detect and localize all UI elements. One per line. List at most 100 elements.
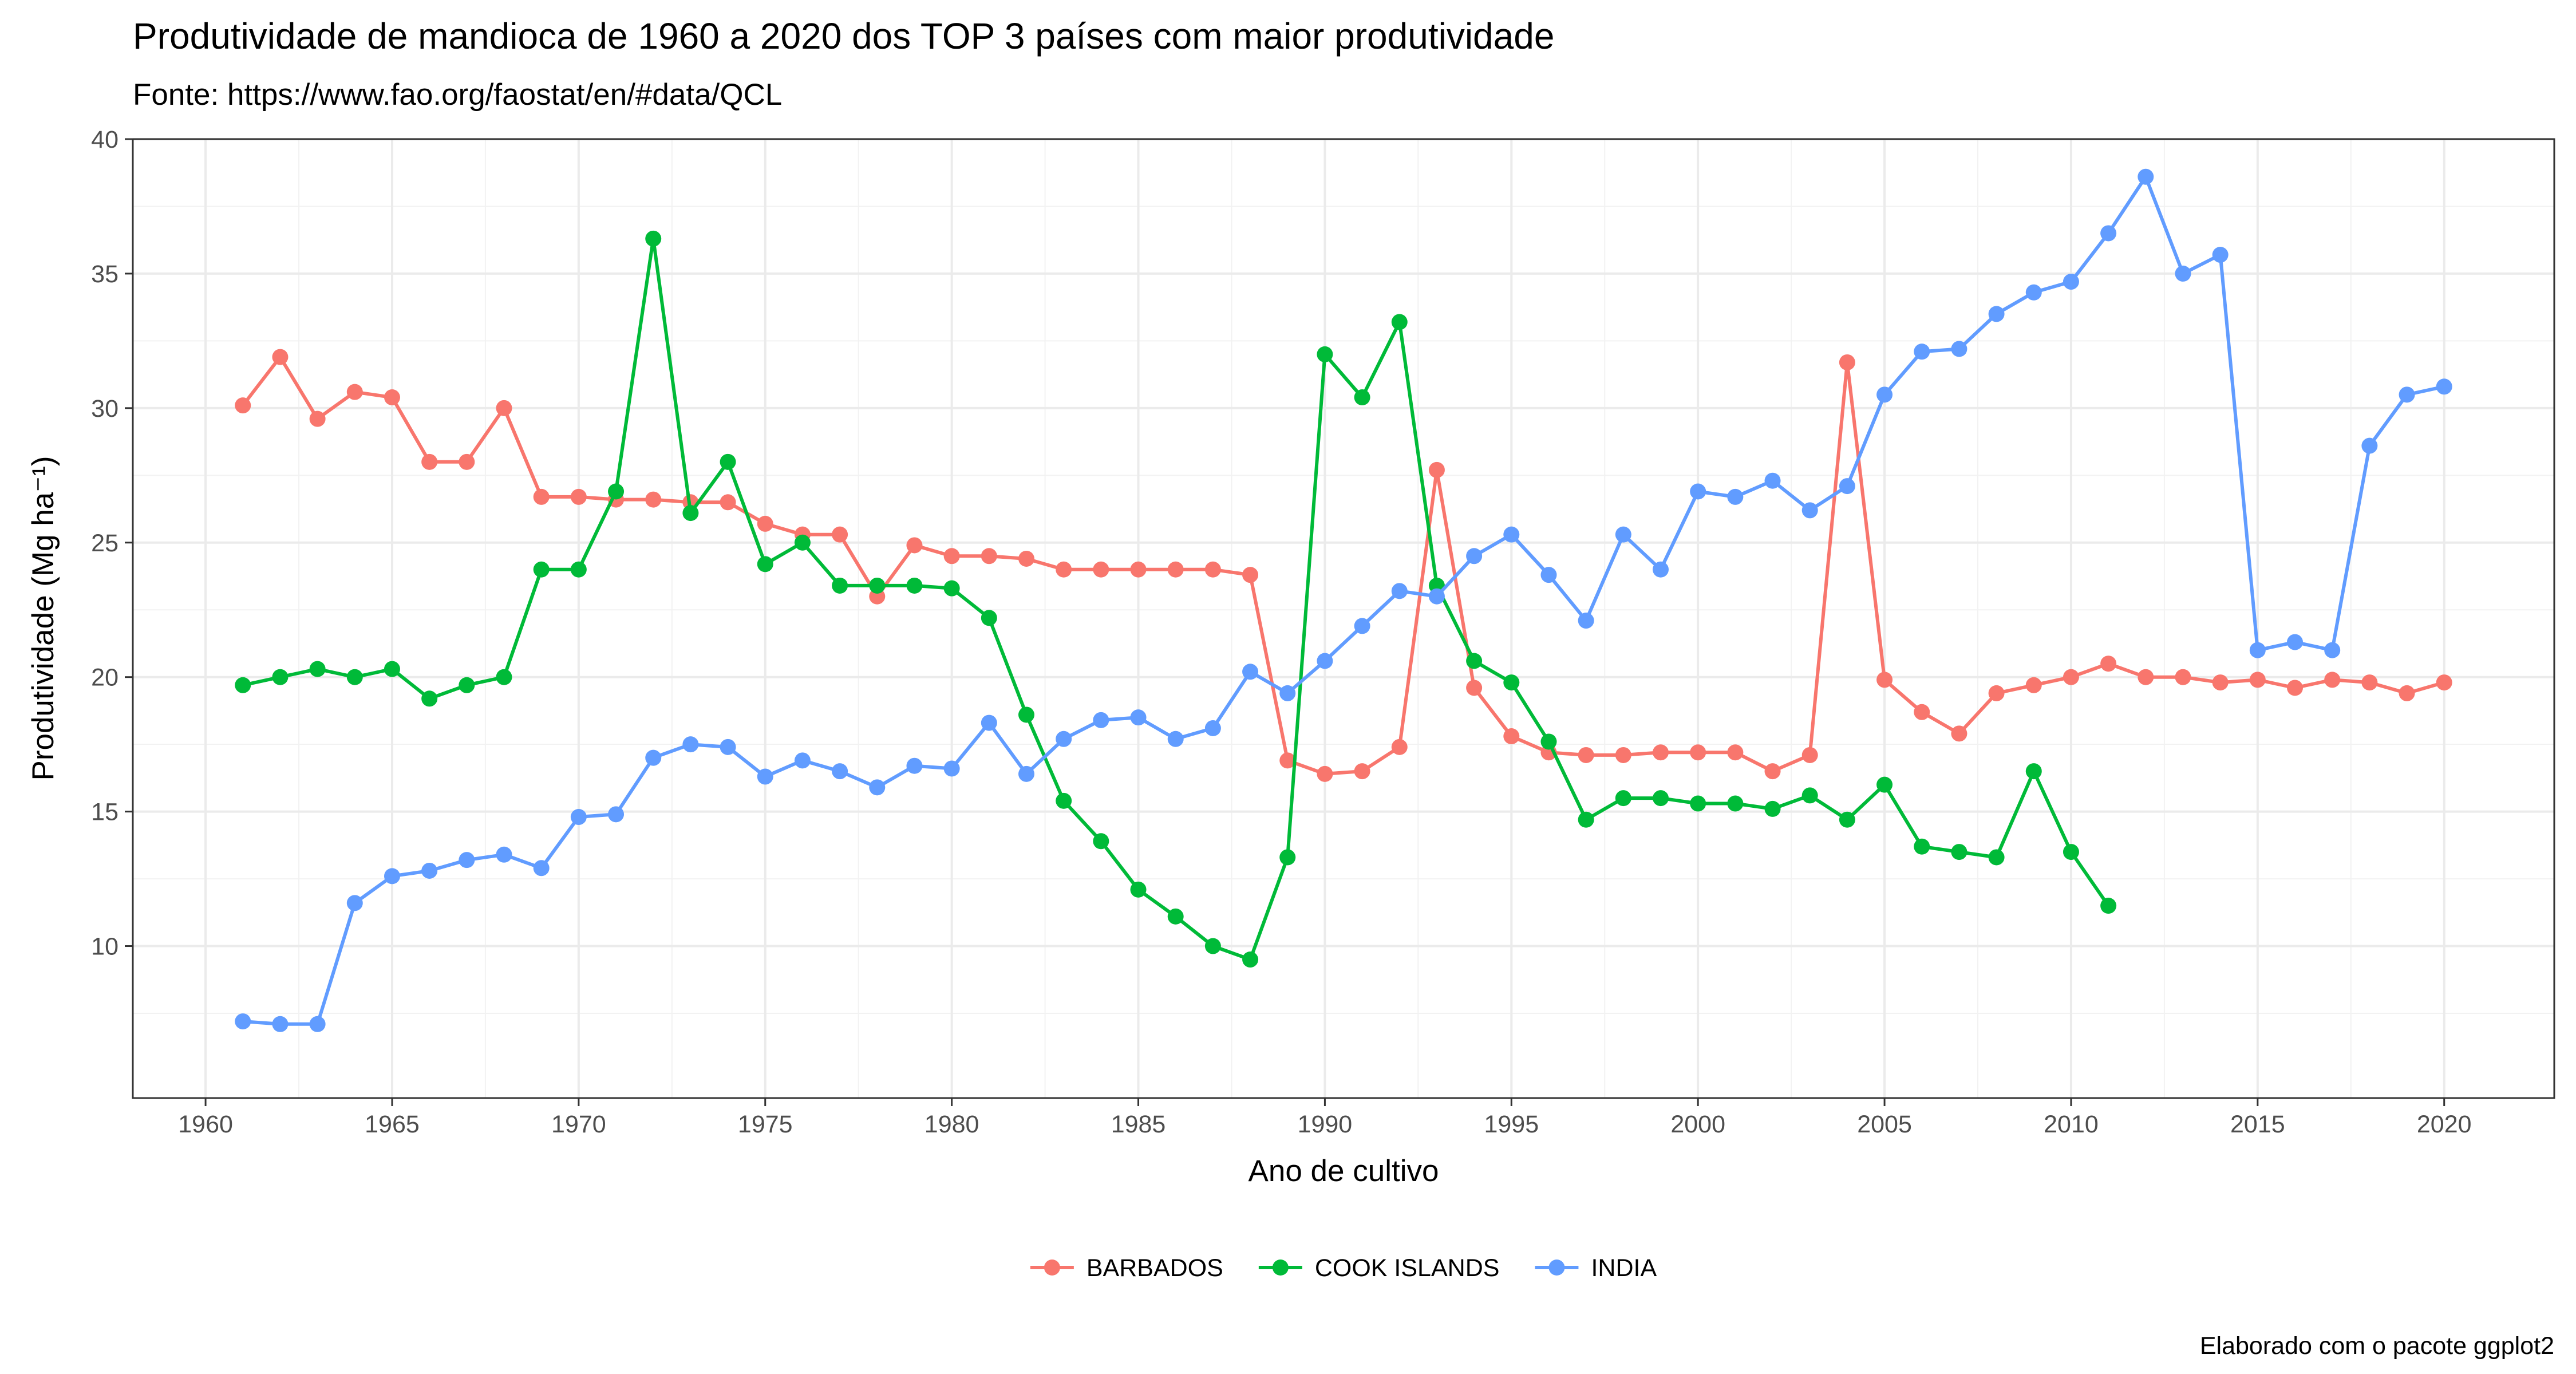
data-point-barbados [1317,765,1333,782]
data-point-barbados [1503,728,1520,745]
data-point-india [1764,472,1781,489]
data-point-barbados [384,389,400,406]
data-point-barbados [943,548,960,564]
data-point-india [570,809,587,826]
data-point-cook-islands [272,669,289,685]
data-point-cook-islands [1279,849,1296,866]
data-point-cook-islands [2100,898,2117,914]
y-tick-label: 10 [91,933,118,961]
data-point-india [2212,247,2229,263]
data-point-india [272,1016,289,1032]
x-tick-label: 1980 [924,1111,979,1138]
data-point-barbados [533,488,550,505]
data-point-cook-islands [682,505,699,522]
data-point-cook-islands [459,677,475,693]
data-point-cook-islands [1167,908,1184,925]
data-point-cook-islands [235,677,251,693]
data-point-cook-islands [943,580,960,597]
data-point-india [906,757,923,774]
data-point-barbados [1914,704,1930,720]
data-point-india [1503,526,1520,543]
data-point-cook-islands [720,453,736,470]
data-point-barbados [1466,680,1483,696]
data-point-barbados [309,410,326,427]
data-point-cook-islands [608,483,625,500]
data-point-cook-islands [1839,811,1855,828]
data-point-india [2138,168,2154,185]
data-point-barbados [1801,747,1818,763]
data-point-barbados [1951,725,1967,742]
legend-label-barbados: BARBADOS [1086,1254,1223,1282]
x-tick-label: 1990 [1298,1111,1353,1138]
data-point-barbados [1578,747,1594,763]
data-point-barbados [2399,685,2415,701]
data-point-cook-islands [2063,844,2079,860]
y-tick-label: 15 [91,799,118,826]
data-point-cook-islands [2025,763,2042,780]
data-point-india [1653,561,1669,578]
data-point-india [645,749,662,766]
data-point-barbados [2138,669,2154,685]
data-point-cook-islands [570,561,587,578]
data-point-cook-islands [869,577,886,594]
data-point-barbados [1764,763,1781,780]
chart-title: Produtividade de mandioca de 1960 a 2020… [133,15,1554,57]
data-point-cook-islands [1615,790,1631,807]
chart-subtitle: Fonte: https://www.fao.org/faostat/en/#d… [133,78,782,112]
data-point-cook-islands [1018,706,1034,723]
data-point-cook-islands [1503,674,1520,691]
data-point-india [2249,642,2266,658]
data-point-barbados [421,453,438,470]
data-point-india [1056,731,1072,747]
data-point-india [1242,664,1259,680]
data-point-barbados [645,491,662,508]
data-point-cook-islands [1354,389,1370,406]
data-point-barbados [2175,669,2191,685]
data-point-cook-islands [1578,811,1594,828]
legend-label-india: INDIA [1591,1254,1657,1282]
data-point-cook-islands [1391,314,1408,330]
data-point-india [794,752,811,769]
data-point-india [1876,386,1893,403]
data-point-barbados [2063,669,2079,685]
data-point-india [1391,583,1408,599]
data-point-india [309,1016,326,1032]
data-point-cook-islands [1540,733,1557,750]
data-point-barbados [1130,561,1147,578]
data-point-barbados [1428,461,1445,478]
series-layer [235,168,2452,1032]
data-point-india [1615,526,1631,543]
x-tick-label: 2010 [2044,1111,2099,1138]
data-point-barbados [906,537,923,554]
legend-item-cook-islands: COOK ISLANDS [1258,1254,1499,1282]
data-point-cook-islands [309,661,326,677]
data-point-barbados [1204,561,1221,578]
data-point-cook-islands [1876,776,1893,793]
legend-key-point-cook-islands [1272,1260,1289,1276]
data-point-india [1914,344,1930,360]
data-point-india [496,846,512,863]
data-point-india [1727,488,1744,505]
data-point-cook-islands [1727,795,1744,812]
y-tick-label: 25 [91,530,118,557]
data-point-barbados [1839,354,1855,370]
x-tick-label: 1985 [1111,1111,1166,1138]
x-tick-label: 2020 [2417,1111,2472,1138]
legend-key-point-india [1548,1260,1565,1276]
data-point-india [1279,685,1296,701]
x-tick-label: 1975 [738,1111,793,1138]
y-tick-label: 40 [91,126,118,153]
data-point-india [720,739,736,755]
data-point-barbados [496,400,512,416]
data-point-barbados [2324,672,2341,688]
data-point-india [2324,642,2341,658]
data-point-india [1428,588,1445,605]
data-point-india [1018,765,1034,782]
data-point-barbados [1018,550,1034,567]
y-axis-title: Produtividade (Mg ha⁻¹) [26,456,60,780]
data-point-cook-islands [1653,790,1669,807]
data-point-india [346,895,363,911]
data-point-cook-islands [1093,833,1109,850]
data-point-india [2025,284,2042,301]
